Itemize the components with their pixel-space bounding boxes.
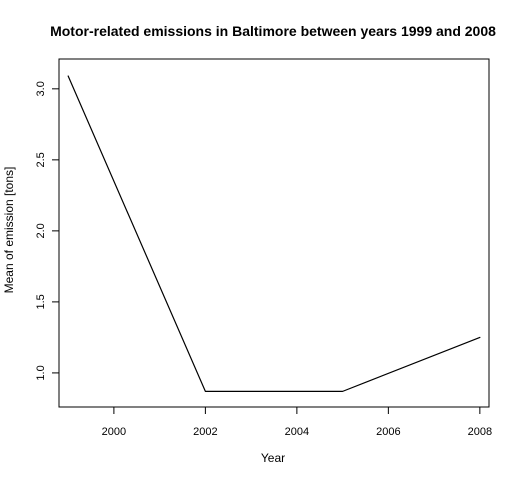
series-layer	[67, 75, 481, 392]
x-axis: 2000 2002 2004 2006 2008	[102, 406, 492, 438]
plot-border	[58, 58, 490, 408]
y-tick-label: 1.5	[35, 294, 47, 309]
chart-title: Motor-related emissions in Baltimore bet…	[50, 23, 496, 39]
x-tick-label: 2004	[285, 426, 309, 438]
x-tick-label: 2002	[193, 426, 217, 438]
x-tick-label: 2008	[468, 426, 492, 438]
y-axis-label: Mean of emission [tons]	[2, 167, 16, 294]
y-tick-label: 2.0	[35, 223, 47, 238]
y-tick-label: 3.0	[35, 81, 47, 96]
x-axis-label: Year	[261, 451, 285, 465]
y-axis: 1.0 1.5 2.0 2.5 3.0	[35, 81, 60, 381]
y-tick-label: 1.0	[35, 365, 47, 380]
x-tick-label: 2006	[376, 426, 400, 438]
y-tick-label: 2.5	[35, 152, 47, 167]
series-line	[67, 75, 481, 392]
x-tick-label: 2000	[102, 426, 126, 438]
